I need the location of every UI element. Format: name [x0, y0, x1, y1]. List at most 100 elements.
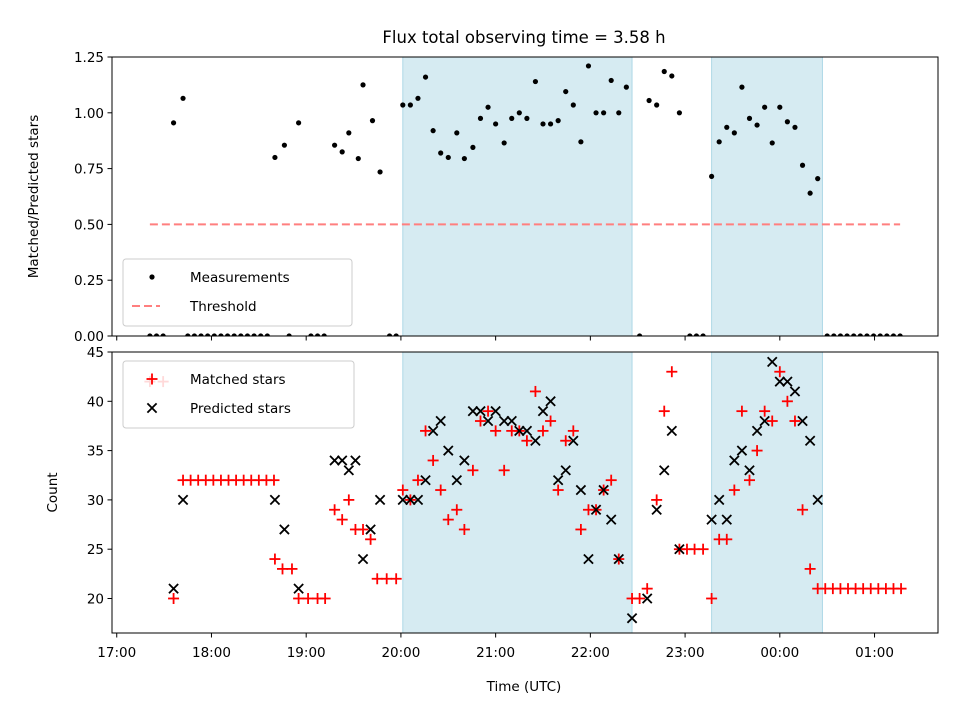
measurements-point-6 — [191, 333, 198, 336]
measurements-point-25 — [332, 142, 338, 148]
matched-stars-point-41 — [467, 464, 479, 476]
matched-stars-point-65 — [658, 405, 670, 417]
predicted-stars-point-49 — [721, 514, 733, 525]
y-tick-label: 0.50 — [74, 217, 104, 233]
observing-window-0 — [402, 56, 633, 337]
measurements-point-35 — [407, 102, 413, 108]
legend-label: Threshold — [189, 299, 257, 315]
measurements-point-31 — [377, 169, 383, 175]
measurements-point-66 — [654, 102, 660, 108]
measurements-point-38 — [430, 128, 436, 134]
predicted-stars-point-40 — [613, 553, 625, 565]
measurements-point-10 — [218, 333, 224, 336]
x-tick-label: 22:00 — [571, 645, 610, 661]
measurements-point-22 — [308, 333, 314, 336]
measurements-point-91 — [844, 333, 850, 336]
y-tick-label: 0.00 — [74, 329, 104, 345]
measurements-point-73 — [709, 173, 715, 180]
measurements-point-54 — [555, 118, 561, 124]
measurements-point-61 — [608, 77, 614, 84]
matched-stars-point-66 — [666, 366, 678, 378]
matched-stars-point-75 — [736, 405, 748, 417]
predicted-stars-point-17 — [435, 415, 446, 427]
matched-stars-point-39 — [451, 504, 463, 516]
matched-stars-point-96 — [895, 583, 907, 595]
predicted-stars-point-42 — [641, 593, 653, 604]
predicted-stars-point-34 — [568, 435, 579, 446]
y-axis-label: Matched/Predicted stars — [26, 115, 42, 278]
predicted-stars-point-20 — [459, 455, 470, 466]
matched-stars-point-36 — [427, 454, 439, 466]
legend-label: Measurements — [190, 270, 290, 286]
predicted-stars-point-27 — [514, 425, 525, 437]
measurements-point-79 — [754, 122, 760, 128]
measurements-point-72 — [700, 333, 706, 336]
matched-stars-point-34 — [412, 474, 424, 486]
measurements-point-46 — [493, 121, 499, 127]
measurements-point-51 — [532, 78, 539, 85]
predicted-stars-point-31 — [545, 396, 556, 407]
predicted-stars-point-45 — [666, 425, 678, 437]
predicted-stars-point-22 — [475, 405, 486, 417]
x-tick-label: 01:00 — [855, 645, 894, 661]
matched-stars-point-19 — [293, 592, 305, 604]
measurements-point-87 — [815, 176, 821, 182]
plot-area — [147, 63, 903, 336]
measurements-point-89 — [831, 333, 837, 336]
measurements-point-27 — [346, 130, 352, 136]
measurements-point-15 — [251, 333, 257, 336]
axes-frame — [111, 351, 939, 634]
measurements-point-82 — [777, 104, 783, 110]
measurements-point-69 — [676, 110, 683, 116]
predicted-stars-point-47 — [706, 514, 717, 525]
measurements-point-30 — [369, 118, 376, 124]
matched-stars-point-84 — [804, 563, 816, 575]
x-tick-label: 20:00 — [381, 645, 420, 661]
matched-stars-point-27 — [357, 523, 369, 535]
matched-stars-point-32 — [397, 484, 409, 496]
axes-frame — [111, 56, 939, 337]
matched-stars-point-15 — [268, 474, 280, 486]
predicted-stars-point-52 — [744, 465, 755, 476]
predicted-stars-point-60 — [804, 435, 816, 446]
measurements-point-63 — [623, 84, 629, 90]
measurements-point-12 — [231, 333, 237, 336]
measurements-point-59 — [593, 110, 599, 116]
predicted-stars-point-43 — [651, 504, 662, 515]
measurements-point-39 — [438, 150, 444, 156]
predicted-stars-point-51 — [736, 445, 748, 456]
predicted-stars-point-30 — [537, 405, 549, 417]
predicted-stars-point-29 — [530, 435, 541, 446]
matched-stars-point-79 — [766, 415, 778, 427]
matched-stars-point-37 — [435, 484, 447, 496]
predicted-stars-point-44 — [659, 465, 670, 476]
matched-stars-point-16 — [269, 553, 281, 565]
matched-stars-point-63 — [641, 583, 653, 595]
measurements-point-84 — [792, 124, 798, 130]
predicted-stars-point-2 — [269, 494, 281, 506]
y-tick-label: 25 — [87, 542, 104, 558]
measurements-point-98 — [890, 333, 897, 336]
x-tick-label: 23:00 — [666, 645, 705, 661]
predicted-stars-point-16 — [427, 425, 439, 437]
measurements-point-40 — [445, 154, 451, 161]
measurements-point-60 — [601, 110, 607, 116]
measurements-point-47 — [501, 140, 507, 146]
measurements-point-8 — [205, 333, 211, 336]
predicted-stars-point-11 — [374, 494, 386, 506]
predicted-stars-point-8 — [350, 455, 361, 466]
predicted-stars-point-53 — [751, 425, 763, 437]
measurements-point-50 — [524, 115, 530, 121]
predicted-stars-point-35 — [575, 484, 587, 496]
measurements-point-67 — [661, 68, 667, 75]
measurements-point-74 — [716, 139, 722, 145]
matched-stars-point-73 — [721, 533, 733, 545]
predicted-stars-point-6 — [336, 455, 348, 466]
matched-stars-point-78 — [759, 405, 771, 417]
predicted-stars-point-32 — [552, 474, 564, 486]
predicted-stars-point-15 — [420, 474, 431, 486]
matched-stars-point-48 — [521, 435, 533, 447]
measurements-point-42 — [461, 155, 467, 162]
plot-area — [144, 356, 907, 624]
